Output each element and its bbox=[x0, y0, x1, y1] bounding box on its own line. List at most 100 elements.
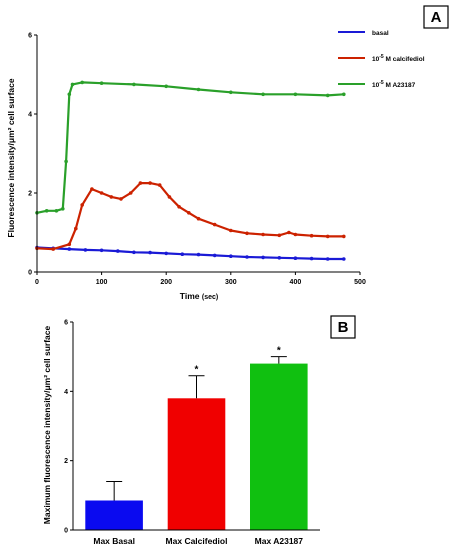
series-line-a23187 bbox=[36, 81, 344, 214]
point-basal bbox=[293, 256, 298, 261]
panel-b-y-tick-label: 0 bbox=[64, 528, 68, 535]
point-calcifediol bbox=[293, 232, 298, 237]
point-calcifediol bbox=[196, 216, 201, 221]
panel-a-marks bbox=[35, 80, 346, 261]
point-calcifediol bbox=[177, 205, 181, 209]
panel-a-y-tick-label: 6 bbox=[28, 33, 32, 40]
panel-a-x-axis-label: Time (sec) bbox=[180, 291, 218, 301]
point-calcifediol bbox=[157, 183, 162, 187]
point-basal bbox=[99, 248, 104, 253]
panel-b-y-tick-label: 4 bbox=[64, 389, 68, 396]
point-a23187 bbox=[44, 209, 49, 213]
point-a23187 bbox=[99, 81, 104, 85]
point-calcifediol bbox=[99, 191, 104, 195]
point-basal bbox=[325, 257, 330, 261]
legend-label-a23187: 10-5 M A23187 bbox=[372, 80, 416, 89]
point-a23187 bbox=[70, 82, 75, 87]
point-calcifediol bbox=[51, 247, 55, 251]
legend-calcifediol-prefix: 10 bbox=[372, 56, 380, 63]
legend-a23187-prefix: 10 bbox=[372, 82, 380, 89]
panel-a-letter-box bbox=[423, 5, 449, 29]
panel-a-x-tick-label: 500 bbox=[354, 279, 366, 286]
bar-max-calcifediol bbox=[167, 398, 226, 530]
significance-marker: * bbox=[195, 365, 199, 376]
point-calcifediol bbox=[342, 234, 346, 239]
point-a23187 bbox=[293, 92, 298, 97]
point-basal bbox=[212, 253, 217, 258]
panel-a-y-tick-label: 0 bbox=[28, 270, 32, 277]
legend-label-calcifediol: 10-5 M calcifediol bbox=[372, 54, 425, 63]
point-a23187 bbox=[261, 92, 265, 97]
point-calcifediol bbox=[128, 191, 133, 195]
point-basal bbox=[132, 250, 136, 255]
point-basal bbox=[229, 254, 233, 258]
panel-b-axes: Max Basal Max Calcifediol Max A23187 0 2 4 6 bbox=[64, 320, 320, 546]
panel-a-legend: basal 10-5 M calcifediol 10-5 M A23187 bbox=[338, 30, 425, 89]
point-basal bbox=[67, 247, 72, 251]
series-line-basal bbox=[36, 246, 344, 261]
panel-a-axes: 0 2 4 6 0 100 200 300 400 500 bbox=[28, 33, 366, 287]
category-label: Max A23187 bbox=[255, 536, 304, 546]
point-calcifediol bbox=[245, 231, 249, 236]
point-a23187 bbox=[229, 90, 233, 95]
point-basal bbox=[148, 250, 152, 255]
panel-b-chart: * * Max Basal Max Calcifediol Max A23187 0 2 4… bbox=[42, 315, 356, 546]
point-calcifediol bbox=[277, 233, 282, 238]
point-calcifediol bbox=[309, 233, 314, 238]
panel-a-x-tick-label: 200 bbox=[160, 279, 172, 286]
point-basal bbox=[342, 257, 346, 261]
point-calcifediol bbox=[187, 211, 191, 215]
point-calcifediol bbox=[325, 234, 330, 239]
point-calcifediol bbox=[167, 195, 172, 199]
point-calcifediol bbox=[138, 181, 143, 185]
legend-calcifediol-sup: -5 bbox=[379, 54, 384, 60]
point-a23187 bbox=[67, 92, 72, 97]
point-calcifediol bbox=[67, 242, 72, 247]
bar-max-basal bbox=[85, 500, 143, 530]
point-basal bbox=[83, 248, 88, 252]
bar-max-a23187 bbox=[250, 363, 308, 530]
panel-b-y-tick-label: 2 bbox=[64, 458, 68, 465]
point-basal bbox=[164, 251, 168, 256]
point-a23187 bbox=[325, 93, 330, 98]
panel-a-y-tick-label: 2 bbox=[28, 191, 32, 198]
category-label: Max Calcifediol bbox=[166, 536, 228, 546]
point-calcifediol bbox=[261, 232, 265, 237]
significance-marker: * bbox=[277, 346, 281, 357]
panel-b-letter-box bbox=[330, 315, 356, 339]
panel-a-x-tick-label: 100 bbox=[96, 279, 108, 286]
panel-a-x-label-text: Time bbox=[180, 291, 200, 301]
legend-a23187-rest: M A23187 bbox=[384, 82, 416, 89]
point-calcifediol bbox=[229, 228, 233, 233]
category-label: Max Basal bbox=[93, 536, 135, 546]
point-calcifediol bbox=[119, 197, 123, 201]
panel-a-x-tick-label: 300 bbox=[225, 279, 237, 286]
point-a23187 bbox=[64, 159, 68, 164]
point-a23187 bbox=[61, 207, 65, 211]
point-basal bbox=[180, 252, 185, 256]
point-a23187 bbox=[196, 87, 201, 92]
point-basal bbox=[116, 249, 120, 253]
point-a23187 bbox=[342, 92, 346, 97]
point-basal bbox=[309, 256, 314, 261]
point-a23187 bbox=[54, 209, 59, 213]
point-calcifediol bbox=[212, 222, 217, 227]
point-calcifediol bbox=[287, 230, 291, 235]
point-basal bbox=[245, 255, 249, 259]
point-a23187 bbox=[164, 84, 168, 89]
point-basal bbox=[277, 255, 282, 260]
panel-b-letter: B bbox=[338, 319, 349, 336]
panel-a-x-label-unit: (sec) bbox=[202, 294, 218, 301]
legend-a23187-sup: -5 bbox=[379, 80, 384, 86]
panel-a-y-axis-label: Fluorescence intensity/μm² cell surface bbox=[6, 78, 16, 237]
point-calcifediol bbox=[80, 203, 84, 207]
panel-a-x-tick-label: 400 bbox=[290, 279, 302, 286]
point-calcifediol bbox=[148, 181, 152, 185]
panel-b-y-tick-label: 6 bbox=[64, 320, 68, 327]
point-basal bbox=[196, 252, 201, 257]
panel-b-y-axis-label: Maximum fluorescence intensity/μm² cell … bbox=[42, 326, 52, 525]
panel-a-x-tick-label: 0 bbox=[35, 279, 39, 286]
point-basal bbox=[261, 255, 265, 260]
legend-calcifediol-rest: M calcifediol bbox=[384, 56, 425, 63]
